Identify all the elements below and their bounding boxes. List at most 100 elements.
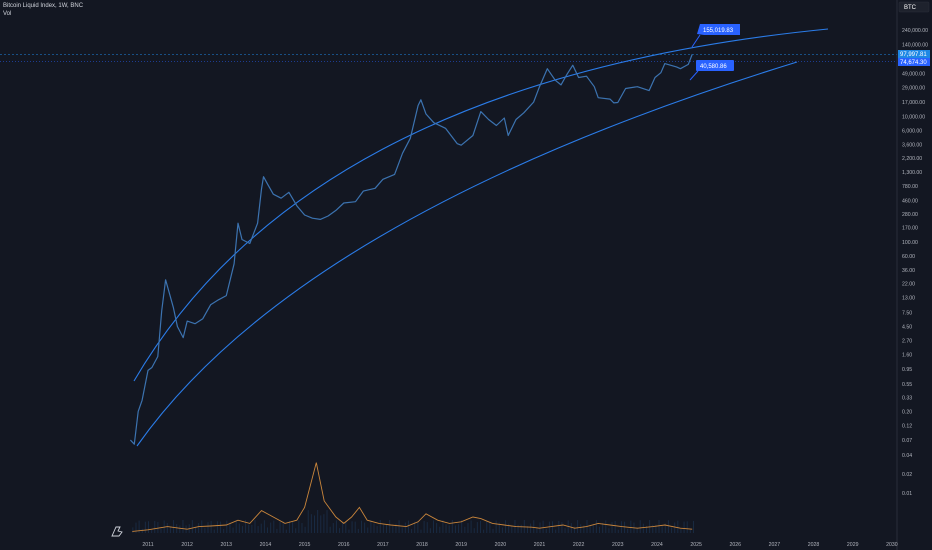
volume-bar [279,521,281,533]
volume-bar [505,520,507,533]
y-tick-label: 0.04 [902,453,912,459]
y-tick-label: 36.00 [902,268,915,274]
volume-bar [508,523,510,533]
chart-title: Bitcoin Liquid Index, 1W, BNC [3,3,84,9]
volume-bar [317,510,319,533]
volume-bar [464,526,466,533]
volume-bar [570,523,572,533]
price-axis[interactable]: 240,000.00 140,000.00 49,000.00 29,000.00 17… [896,0,928,550]
x-tick-label: 2011 [142,542,153,548]
volume-bar [692,520,694,533]
volume-bar [229,522,231,533]
volume-bar [329,526,331,533]
volume-bar [386,524,388,533]
volume-bar [198,523,200,533]
x-tick-label: 2027 [769,542,781,548]
x-tick-label: 2024 [651,542,663,548]
volume-indicator-label[interactable]: Vol [3,11,12,17]
symbol-badge[interactable] [898,1,930,13]
volume-bar [251,524,253,533]
price-lines [0,54,897,62]
x-tick-label: 2015 [299,542,311,548]
volume-bar [501,527,503,533]
volume-bar [382,524,384,533]
volume-bar [389,520,391,533]
volume-bar [414,521,416,533]
chart-header: Bitcoin Liquid Index, 1W, BNC Vol [3,2,83,18]
volume-bar [194,526,196,533]
x-tick-label: 2022 [573,542,585,548]
x-tick-label: 2026 [729,542,741,548]
volume-bar [614,520,616,533]
volume-bar [207,522,209,533]
volume-bar [254,520,256,533]
volume-bar [157,522,159,533]
volume-bar [624,521,626,533]
volume-bar [301,523,303,533]
y-tick-label: 780.00 [902,184,918,190]
volume-bar [154,520,156,533]
y-tick-label: 0.02 [902,472,912,478]
tradingview-logo-icon[interactable] [111,526,123,537]
volume-bar [595,520,597,533]
time-axis[interactable]: 2011 2012 2013 2014 2015 2016 2017 2018 2019 2020… [142,542,897,548]
y-tick-label: 0.95 [902,367,912,373]
y-tick-label: 7.50 [902,311,912,317]
volume-bar [151,529,153,533]
volume-bar [282,521,284,533]
logo-shape [111,526,123,537]
volume-bar [398,520,400,533]
volume-bar [407,520,409,533]
y-tick-label: 0.20 [902,409,912,415]
y-tick-label: 0.55 [902,382,912,388]
band-price-tag [898,58,930,66]
volume-bar [573,526,575,533]
volume-bar [373,523,375,533]
x-tick-label: 2018 [416,542,428,548]
x-tick-label: 2023 [612,542,624,548]
volume-bar [689,529,691,533]
volume-bar [417,521,419,533]
volume-bar [276,528,278,533]
volume-bar [216,521,218,533]
volume-bar [307,510,309,533]
x-tick-label: 2014 [260,542,272,548]
volume-bar [655,524,657,533]
volume-bar [589,525,591,533]
y-tick-label: 13.00 [902,296,915,302]
x-tick-label: 2019 [455,542,467,548]
x-tick-label: 2013 [221,542,233,548]
volume-bar [245,520,247,533]
y-tick-label: 0.12 [902,423,912,429]
volume-bar [354,521,356,533]
volume-bar [270,522,272,533]
volume-bar [332,523,334,533]
y-tick-label: 49,000.00 [902,71,925,77]
volume-bar [191,520,193,533]
channel-bands [133,28,829,447]
volume-bar [135,522,137,533]
volume-bar [348,529,350,533]
volume-bar [395,523,397,533]
volume-bar [235,520,237,533]
volume-bar [476,522,478,533]
volume-bar [241,526,243,533]
volume-bar [411,528,413,533]
last-price-tag [898,50,930,58]
volume-bar [608,528,610,533]
volume-bar [169,526,171,533]
volume-bar [620,521,622,533]
upper-band-callout-pointer [691,34,701,48]
volume-bar [479,520,481,533]
lower-band-callout [696,60,734,71]
volume-bar [223,528,225,533]
volume-bar [661,526,663,533]
y-tick-label: 10,000.00 [902,115,925,121]
volume-bar [313,515,315,533]
volume-bar [611,522,613,533]
band-price-label: 74,674.30 [900,60,927,66]
x-tick-label: 2021 [534,542,546,548]
volume-bar [360,520,362,533]
volume-bar [420,529,422,533]
